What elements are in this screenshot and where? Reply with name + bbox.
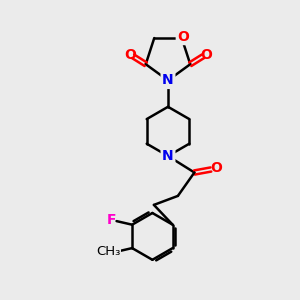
Text: O: O (210, 161, 222, 175)
Text: F: F (106, 213, 116, 226)
Text: O: O (200, 48, 212, 62)
Text: N: N (162, 74, 174, 87)
Text: O: O (177, 30, 189, 44)
Text: CH₃: CH₃ (96, 245, 120, 258)
Text: O: O (124, 48, 136, 62)
Text: N: N (162, 149, 174, 163)
